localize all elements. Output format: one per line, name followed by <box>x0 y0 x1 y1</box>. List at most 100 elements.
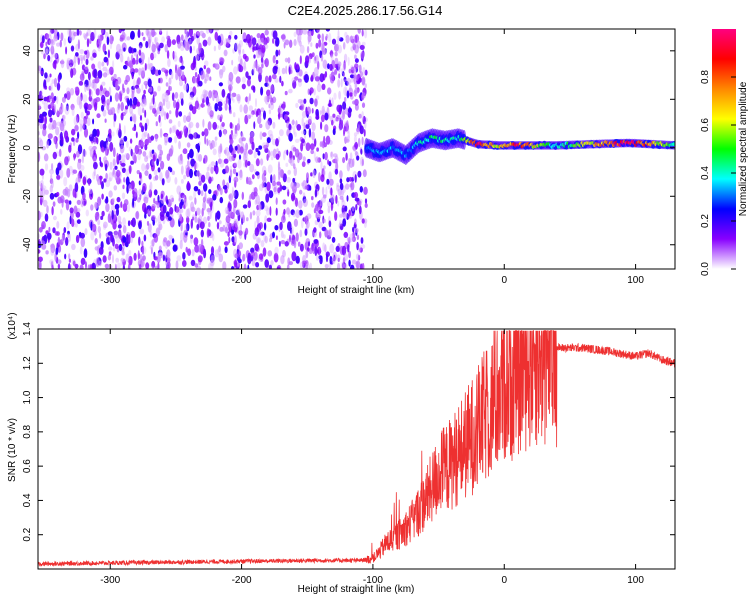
noise-speck <box>143 96 147 106</box>
noise-speck <box>293 39 297 46</box>
noise-speck <box>213 140 217 148</box>
noise-speck <box>320 174 325 183</box>
noise-speck <box>158 153 162 162</box>
noise-speck <box>356 241 359 251</box>
noise-speck <box>341 211 344 217</box>
noise-speck <box>208 189 212 195</box>
noise-speck <box>343 253 349 261</box>
noise-speck <box>294 148 300 158</box>
noise-speck <box>325 253 329 263</box>
x-tick-label: 0 <box>501 275 507 286</box>
x-tick-label: 100 <box>627 575 644 586</box>
noise-speck <box>340 78 343 88</box>
noise-speck <box>88 88 91 97</box>
noise-speck <box>80 56 83 65</box>
noise-speck <box>342 257 346 264</box>
noise-speck <box>187 123 192 133</box>
noise-speck <box>354 63 359 69</box>
noise-speck <box>99 232 102 239</box>
noise-speck <box>91 63 96 70</box>
noise-speck <box>97 225 102 234</box>
noise-speck <box>277 66 281 76</box>
noise-speck <box>241 191 244 200</box>
noise-speck <box>353 90 357 97</box>
noise-speck <box>88 145 93 152</box>
noise-speck <box>170 144 174 155</box>
noise-speck <box>147 133 150 143</box>
noise-speck <box>329 255 333 265</box>
noise-speck <box>108 251 112 256</box>
noise-speck <box>305 249 309 259</box>
noise-speck <box>111 210 114 220</box>
noise-speck <box>194 162 199 169</box>
noise-speck <box>354 58 359 63</box>
noise-speck <box>206 138 209 146</box>
noise-speck <box>135 210 140 220</box>
noise-speck <box>49 29 52 37</box>
noise-speck <box>151 31 157 36</box>
noise-speck <box>200 103 205 108</box>
noise-speck <box>315 95 320 100</box>
noise-speck <box>186 207 191 218</box>
noise-speck <box>183 40 187 49</box>
noise-speck <box>151 266 154 269</box>
noise-speck <box>272 180 276 187</box>
noise-speck <box>255 147 259 153</box>
noise-speck <box>38 210 41 221</box>
noise-speck <box>97 196 102 206</box>
noise-speck <box>233 153 237 159</box>
noise-speck <box>267 250 273 257</box>
noise-speck <box>107 231 113 236</box>
noise-speck <box>250 131 255 138</box>
noise-speck <box>141 240 144 247</box>
noise-speck <box>264 29 269 36</box>
noise-speck <box>123 125 126 135</box>
noise-speck <box>159 120 162 127</box>
noise-speck <box>218 220 222 225</box>
noise-speck <box>131 90 134 100</box>
noise-speck <box>325 29 331 32</box>
noise-speck <box>145 41 149 49</box>
noise-speck <box>193 33 196 40</box>
noise-speck <box>243 61 247 70</box>
noise-speck <box>327 205 331 214</box>
noise-speck <box>46 33 50 39</box>
noise-speck <box>253 54 256 59</box>
noise-speck <box>197 243 203 253</box>
noise-speck <box>354 150 358 156</box>
noise-speck <box>260 231 265 236</box>
noise-speck <box>243 263 247 269</box>
noise-speck <box>304 73 309 83</box>
noise-speck <box>150 151 153 158</box>
noise-speck <box>196 151 200 161</box>
noise-speck <box>86 117 91 126</box>
noise-speck <box>79 73 85 81</box>
noise-speck <box>79 232 82 237</box>
noise-speck <box>347 244 350 253</box>
noise-speck <box>228 144 233 153</box>
noise-speck <box>50 82 53 92</box>
noise-speck <box>103 178 107 183</box>
noise-speck <box>101 81 106 86</box>
noise-speck <box>119 137 124 145</box>
noise-speck <box>115 80 119 91</box>
noise-speck <box>188 195 193 201</box>
noise-speck <box>277 187 281 194</box>
noise-speck <box>258 230 263 236</box>
noise-speck <box>80 237 86 248</box>
noise-speck <box>323 41 328 46</box>
noise-speck <box>65 46 68 55</box>
noise-speck <box>179 214 183 222</box>
noise-speck <box>92 145 97 151</box>
noise-speck <box>233 66 238 75</box>
noise-speck <box>290 209 295 216</box>
noise-speck <box>314 188 318 198</box>
noise-speck <box>80 111 85 119</box>
noise-speck <box>74 86 79 91</box>
noise-speck <box>92 79 97 84</box>
noise-speck <box>354 44 359 54</box>
noise-speck <box>90 56 94 61</box>
noise-speck <box>297 35 300 45</box>
noise-speck <box>272 65 278 75</box>
noise-speck <box>101 181 104 190</box>
